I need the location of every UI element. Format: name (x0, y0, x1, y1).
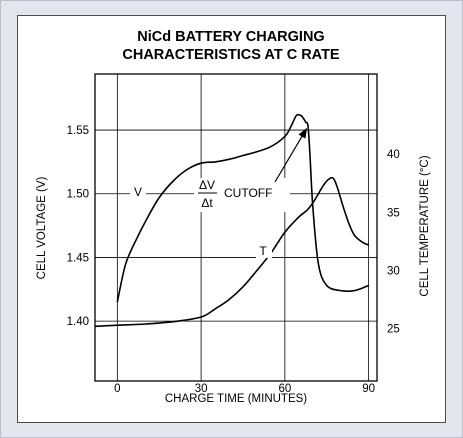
chart-panel: NiCd BATTERY CHARGING CHARACTERISTICS AT… (17, 15, 446, 423)
series-line-v (116, 113, 369, 303)
series-line-t (94, 176, 369, 328)
x-tick-label: 60 (278, 383, 291, 395)
v-label-backdrop (130, 184, 146, 199)
y-tick-label-left: 1.55 (67, 125, 89, 137)
series-label-v: V (134, 185, 142, 199)
dt-denominator: Δt (201, 196, 213, 210)
plot-area (94, 73, 378, 382)
cutoff-label: CUTOFF (224, 186, 272, 200)
y-tick-label-left: 1.40 (67, 316, 89, 328)
tick-labels: 0 30 60 90 1.40 1.45 1.50 1.55 25 30 35 40 (67, 125, 400, 395)
y-axis-right-label: CELL TEMPERATURE (°C) (419, 155, 431, 296)
t-label-backdrop (256, 243, 272, 258)
y-tick-label-right: 25 (387, 324, 400, 336)
x-tick-label: 30 (195, 383, 208, 395)
series-label-t: T (259, 244, 267, 258)
chart-title-line-2: CHARACTERISTICS AT C RATE (122, 47, 340, 63)
x-tick-label: 0 (114, 383, 120, 395)
curves (94, 113, 369, 328)
cutoff-arrowhead (298, 127, 307, 139)
cutoff-label-backdrop (194, 178, 290, 212)
cutoff-arrow-line (274, 134, 304, 183)
y-axis-left-label: CELL VOLTAGE (V) (36, 176, 48, 279)
grid (95, 74, 377, 381)
dv-numerator: ΔV (199, 178, 215, 192)
annotations: V T ΔV Δt CUTOFF (130, 127, 307, 258)
y-tick-label-right: 40 (387, 149, 400, 161)
battery-chart: NiCd BATTERY CHARGING CHARACTERISTICS AT… (36, 29, 431, 405)
y-tick-label-right: 30 (387, 266, 400, 278)
x-tick-label: 90 (362, 383, 375, 395)
y-tick-label-left: 1.45 (67, 252, 89, 264)
x-axis-label: CHARGE TIME (MINUTES) (165, 393, 307, 405)
y-tick-label-left: 1.50 (67, 189, 89, 201)
chart-title-line-1: NiCd BATTERY CHARGING (137, 29, 324, 45)
y-tick-label-right: 35 (387, 207, 400, 219)
